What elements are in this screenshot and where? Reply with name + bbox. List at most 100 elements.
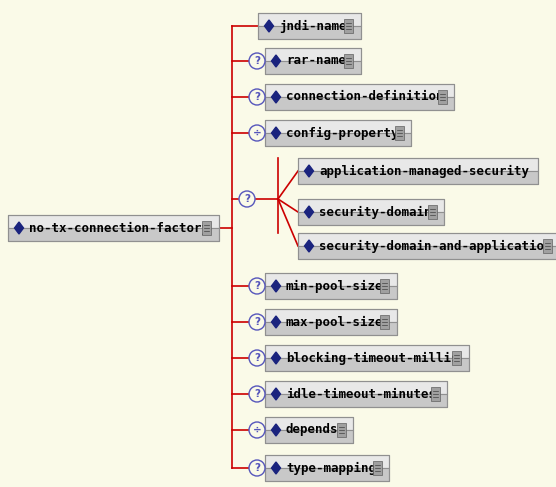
Polygon shape	[14, 222, 23, 234]
Bar	[298, 212, 444, 225]
Bar	[265, 84, 454, 97]
Circle shape	[249, 89, 265, 105]
Bar	[298, 233, 556, 259]
Bar	[265, 322, 396, 335]
Text: application-managed-security: application-managed-security	[319, 165, 529, 178]
Circle shape	[249, 460, 265, 476]
Circle shape	[249, 314, 265, 330]
Bar	[265, 120, 411, 133]
Circle shape	[249, 53, 265, 69]
Text: ?: ?	[254, 389, 260, 399]
Bar	[430, 387, 439, 401]
Text: ?: ?	[254, 56, 260, 66]
Polygon shape	[271, 316, 280, 328]
Bar	[265, 309, 396, 335]
Bar	[265, 394, 447, 407]
Polygon shape	[271, 462, 280, 474]
Polygon shape	[271, 280, 280, 292]
Bar	[265, 48, 361, 61]
Circle shape	[249, 386, 265, 402]
Bar	[265, 286, 396, 299]
Bar	[265, 417, 354, 430]
Text: config-property: config-property	[286, 127, 399, 140]
Text: ?: ?	[254, 317, 260, 327]
Bar	[452, 351, 461, 365]
Text: type-mapping: type-mapping	[286, 462, 376, 474]
Bar	[298, 158, 538, 184]
Text: ÷: ÷	[252, 128, 261, 138]
Bar	[265, 309, 396, 322]
Bar	[202, 221, 211, 235]
Bar	[298, 199, 444, 212]
Bar	[380, 279, 389, 293]
Bar	[258, 13, 361, 39]
Bar	[298, 158, 538, 171]
Bar	[543, 239, 552, 253]
Bar	[298, 171, 538, 184]
Text: security-domain-and-application: security-domain-and-application	[319, 240, 552, 253]
Bar	[265, 468, 389, 481]
Bar	[8, 215, 219, 241]
Bar	[265, 381, 447, 394]
Text: connection-definition: connection-definition	[286, 91, 444, 104]
Bar	[8, 228, 219, 241]
Circle shape	[239, 191, 255, 207]
Polygon shape	[271, 55, 280, 67]
Text: no-tx-connection-factory: no-tx-connection-factory	[29, 222, 209, 235]
Bar	[428, 205, 436, 219]
Circle shape	[249, 125, 265, 141]
Text: rar-name: rar-name	[286, 55, 346, 68]
Bar	[380, 315, 389, 329]
Polygon shape	[271, 424, 280, 436]
Text: idle-timeout-minutes: idle-timeout-minutes	[286, 388, 436, 400]
Bar	[265, 120, 411, 146]
Text: blocking-timeout-millis: blocking-timeout-millis	[286, 352, 459, 365]
Bar	[265, 84, 454, 110]
Polygon shape	[271, 91, 280, 103]
Text: max-pool-size: max-pool-size	[286, 316, 384, 329]
Circle shape	[249, 278, 265, 294]
Bar	[344, 19, 353, 33]
Bar	[373, 461, 382, 475]
Text: ÷: ÷	[252, 425, 261, 435]
Bar	[395, 126, 404, 140]
Bar	[265, 273, 396, 299]
Text: min-pool-size: min-pool-size	[286, 280, 384, 293]
Bar	[438, 90, 446, 104]
Bar	[337, 423, 346, 437]
Bar	[265, 273, 396, 286]
Polygon shape	[271, 127, 280, 139]
Text: jndi-name: jndi-name	[279, 19, 346, 33]
Polygon shape	[305, 240, 314, 252]
Polygon shape	[271, 352, 280, 364]
Polygon shape	[305, 206, 314, 218]
Polygon shape	[305, 165, 314, 177]
Bar	[258, 13, 361, 26]
Bar	[265, 133, 411, 146]
Bar	[298, 233, 556, 246]
Bar	[258, 26, 361, 39]
Text: ?: ?	[254, 353, 260, 363]
Text: security-domain: security-domain	[319, 206, 431, 219]
Bar	[265, 417, 354, 443]
Bar	[265, 455, 389, 481]
Bar	[298, 199, 444, 225]
Polygon shape	[265, 20, 274, 32]
Text: ?: ?	[244, 194, 250, 204]
Bar	[344, 54, 353, 68]
Bar	[298, 246, 556, 259]
Bar	[265, 97, 454, 110]
Text: ?: ?	[254, 92, 260, 102]
Bar	[265, 345, 469, 371]
Bar	[8, 215, 219, 228]
Bar	[265, 455, 389, 468]
Bar	[265, 48, 361, 74]
Text: ?: ?	[254, 463, 260, 473]
Polygon shape	[271, 388, 280, 400]
Text: depends: depends	[286, 424, 339, 436]
Bar	[265, 358, 469, 371]
Bar	[265, 345, 469, 358]
Bar	[265, 381, 447, 407]
Circle shape	[249, 422, 265, 438]
Circle shape	[249, 350, 265, 366]
